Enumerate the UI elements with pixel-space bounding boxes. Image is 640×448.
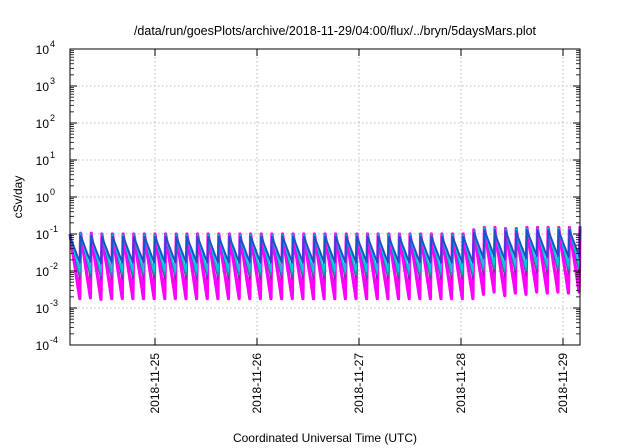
y-tick-label: 10: [36, 154, 50, 168]
y-tick-label: 10: [36, 43, 50, 57]
x-tick-label: 2018-11-27: [352, 353, 366, 414]
y-axis-label: cSv/day: [11, 176, 25, 219]
y-tick-label: 10: [36, 339, 50, 353]
y-tick-exponent: 4: [50, 39, 55, 49]
y-tick-exponent: 3: [50, 76, 55, 86]
y-tick-exponent: 2: [50, 113, 55, 123]
x-axis-label: Coordinated Universal Time (UTC): [233, 431, 417, 445]
y-tick-exponent: -1: [50, 224, 58, 234]
chart-title: /data/run/goesPlots/archive/2018-11-29/0…: [134, 24, 537, 38]
x-tick-label: 2018-11-29: [556, 353, 570, 414]
y-tick-label: 10: [36, 302, 50, 316]
grid-lines: [70, 49, 580, 345]
y-tick-exponent: -2: [50, 261, 58, 271]
series-lines: [68, 225, 582, 301]
x-tick-label: 2018-11-25: [148, 353, 162, 414]
y-tick-exponent: -4: [50, 335, 58, 345]
series-line: [69, 229, 581, 265]
y-tick-exponent: 0: [50, 187, 55, 197]
y-tick-label: 10: [36, 117, 50, 131]
y-tick-exponent: -3: [50, 298, 58, 308]
y-tick-label: 10: [36, 265, 50, 279]
y-tick-label: 10: [36, 191, 50, 205]
y-tick-label: 10: [36, 80, 50, 94]
y-tick-exponent: 1: [50, 150, 55, 160]
x-tick-label: 2018-11-26: [250, 353, 264, 414]
y-tick-label: 10: [36, 228, 50, 242]
x-tick-label: 2018-11-28: [454, 353, 468, 414]
